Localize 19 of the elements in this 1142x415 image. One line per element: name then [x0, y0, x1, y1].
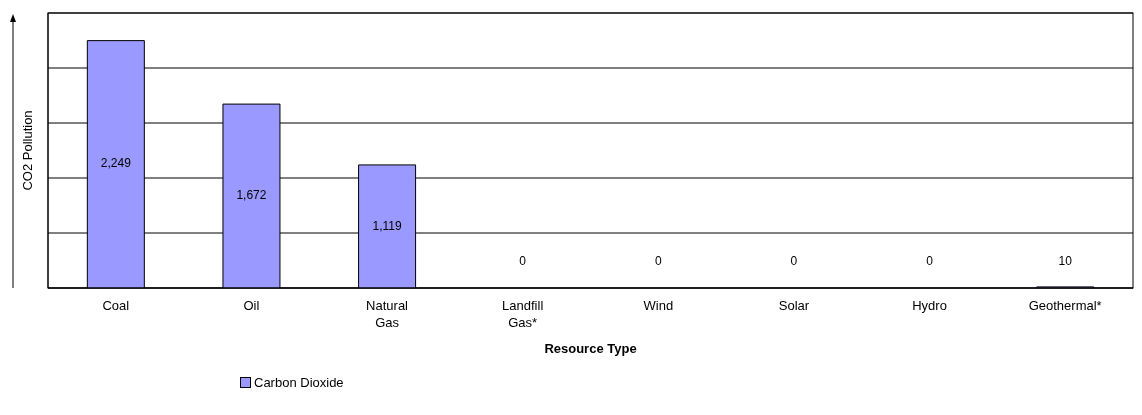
data-label: 0 — [926, 254, 934, 269]
x-tick-label: Geothermal* — [1028, 298, 1102, 313]
data-label: 10 — [1058, 254, 1073, 269]
x-tick-label: Solar — [778, 298, 810, 313]
legend-label: Carbon Dioxide — [254, 375, 344, 390]
x-tick-label: Wind — [643, 298, 674, 313]
data-label: 2,249 — [100, 156, 132, 171]
data-label: 0 — [790, 254, 798, 269]
x-tick-label: Landfill Gas* — [502, 298, 544, 330]
data-label: 0 — [654, 254, 662, 269]
x-tick-label: Coal — [102, 298, 130, 313]
data-label: 1,672 — [236, 188, 267, 203]
data-label: 1,119 — [372, 218, 402, 233]
x-tick-label: Natural Gas — [366, 298, 409, 330]
data-label: 0 — [519, 254, 527, 269]
x-axis-title: Resource Type — [544, 341, 637, 356]
y-axis-title: CO2 Pollution — [20, 110, 36, 191]
x-tick-label: Hydro — [912, 298, 947, 313]
x-tick-label: Oil — [243, 298, 260, 313]
